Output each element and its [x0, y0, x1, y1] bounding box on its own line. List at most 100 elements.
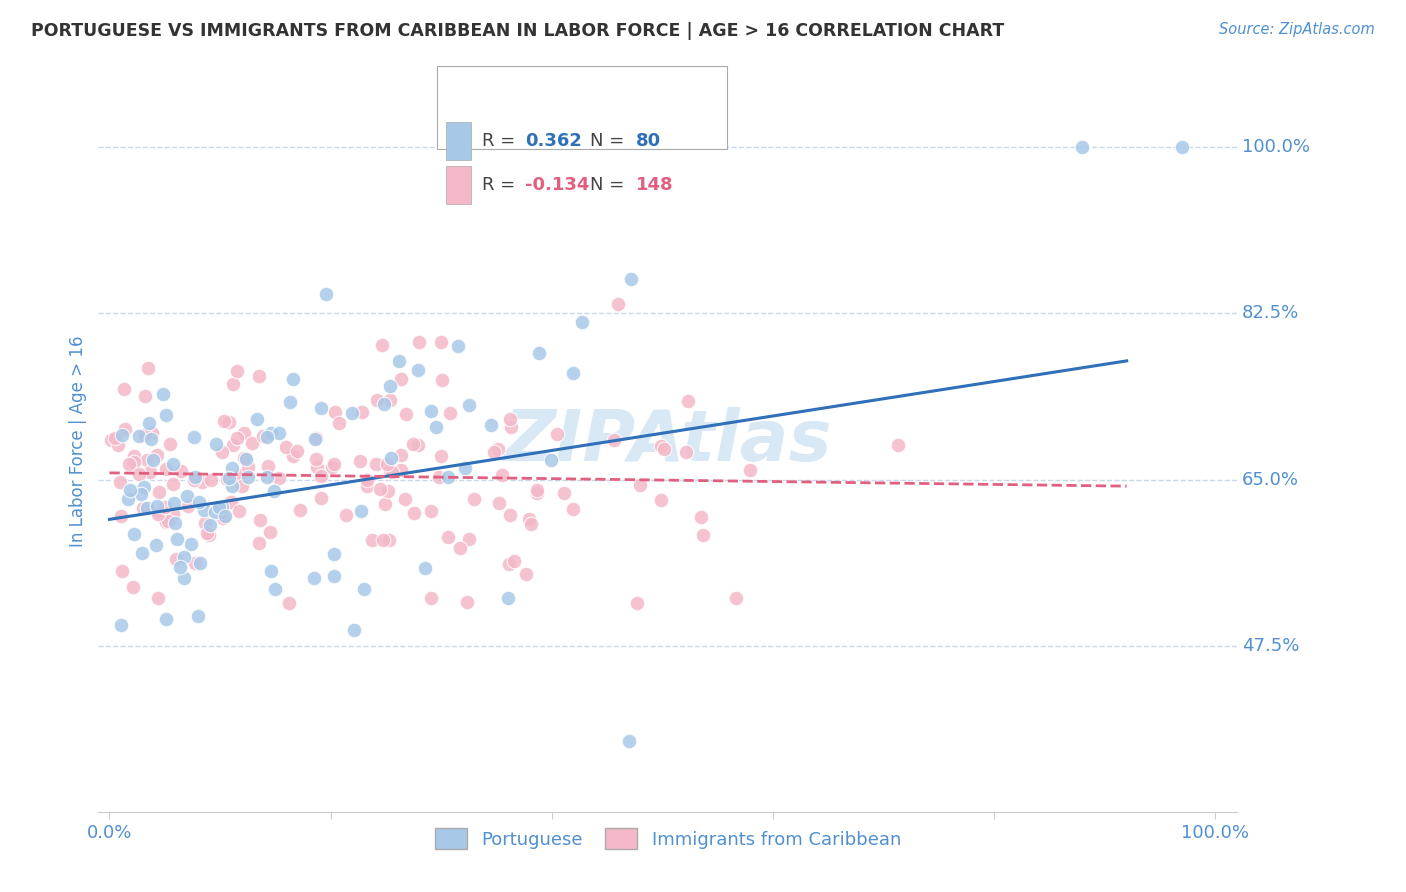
Point: [420, 404, 443, 418]
Point: [322, 458, 344, 472]
Point: [146, 507, 169, 521]
Point: [146, 499, 169, 513]
Point: [302, 571, 325, 585]
Point: [430, 373, 453, 387]
Point: [148, 591, 170, 606]
Point: [427, 470, 450, 484]
Point: [134, 428, 156, 442]
Point: [124, 449, 146, 463]
Point: [447, 339, 470, 353]
Point: [170, 464, 193, 478]
Point: [221, 460, 243, 475]
Point: [145, 538, 167, 552]
Point: [169, 559, 191, 574]
Point: [128, 467, 150, 481]
Text: 148: 148: [636, 176, 673, 194]
Point: [389, 462, 412, 476]
Point: [100, 433, 122, 447]
Point: [406, 363, 429, 377]
Point: [886, 438, 908, 452]
Point: [366, 392, 388, 407]
Point: [139, 465, 162, 479]
Point: [197, 526, 219, 541]
Point: [463, 491, 485, 506]
Point: [562, 501, 585, 516]
Point: [456, 595, 478, 609]
Point: [214, 508, 236, 523]
Point: [491, 467, 513, 482]
Text: Source: ZipAtlas.com: Source: ZipAtlas.com: [1219, 22, 1375, 37]
Point: [496, 591, 519, 606]
Point: [173, 549, 195, 564]
Point: [378, 533, 401, 548]
Point: [499, 412, 522, 426]
Point: [264, 582, 287, 596]
Y-axis label: In Labor Force | Age > 16: In Labor Force | Age > 16: [69, 335, 87, 548]
Point: [486, 442, 509, 457]
Point: [177, 500, 200, 514]
Point: [260, 564, 283, 578]
Point: [394, 492, 416, 507]
Text: 82.5%: 82.5%: [1241, 304, 1299, 322]
Point: [180, 536, 202, 550]
Point: [1071, 140, 1094, 154]
Point: [724, 591, 747, 605]
Legend: Portuguese, Immigrants from Caribbean: Portuguese, Immigrants from Caribbean: [426, 820, 910, 858]
Point: [111, 564, 134, 578]
Point: [311, 491, 333, 505]
Point: [315, 287, 337, 301]
Point: [340, 406, 363, 420]
Point: [163, 516, 186, 531]
Text: 80: 80: [636, 132, 661, 150]
Text: R =: R =: [482, 132, 522, 150]
Point: [520, 517, 543, 532]
Point: [184, 470, 207, 484]
Point: [457, 398, 479, 412]
Point: [498, 557, 520, 571]
Point: [141, 433, 163, 447]
Point: [221, 479, 243, 493]
Point: [188, 494, 211, 508]
Point: [353, 582, 375, 596]
Point: [246, 411, 269, 425]
Point: [323, 405, 346, 419]
Point: [110, 618, 132, 632]
Point: [499, 508, 522, 522]
Point: [439, 407, 461, 421]
Point: [517, 512, 540, 526]
Point: [118, 458, 141, 472]
Point: [388, 353, 411, 368]
Point: [198, 518, 221, 533]
Text: ZIPAtlas: ZIPAtlas: [503, 407, 832, 476]
Point: [252, 428, 274, 442]
Point: [114, 422, 136, 436]
Point: [503, 554, 526, 568]
Text: 100.0%: 100.0%: [1241, 138, 1310, 156]
Point: [128, 429, 150, 443]
Point: [373, 397, 395, 411]
Point: [259, 525, 281, 540]
Point: [184, 556, 207, 570]
Point: [395, 407, 418, 421]
Point: [155, 500, 177, 514]
Point: [335, 508, 357, 522]
Point: [479, 418, 502, 433]
Point: [561, 366, 583, 380]
Point: [617, 733, 640, 747]
Point: [229, 467, 252, 482]
Point: [132, 480, 155, 494]
Point: [149, 507, 172, 521]
Point: [215, 472, 238, 486]
Point: [457, 533, 479, 547]
Point: [247, 369, 270, 384]
Point: [162, 476, 184, 491]
Point: [236, 470, 259, 484]
Point: [204, 437, 226, 451]
Point: [260, 425, 283, 440]
Point: [364, 457, 387, 471]
Point: [361, 533, 384, 547]
Point: [141, 425, 163, 440]
Point: [142, 453, 165, 467]
Point: [107, 438, 129, 452]
Point: [155, 462, 177, 476]
